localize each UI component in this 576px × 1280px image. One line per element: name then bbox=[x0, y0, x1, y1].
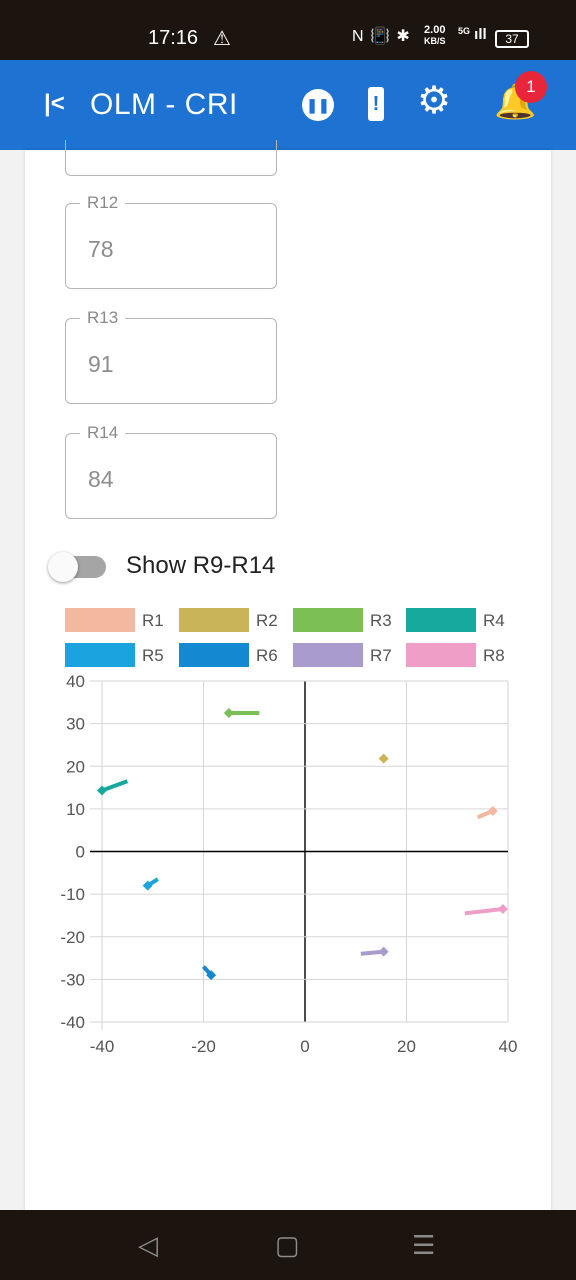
legend-label-r7: R7 bbox=[370, 646, 392, 665]
status-time: 17:16 bbox=[148, 27, 199, 49]
field-r14-value: 84 bbox=[88, 466, 114, 492]
system-nav-bar: ◁ ▢ ☰ bbox=[0, 1210, 576, 1280]
status-icons: N 📳 ✱ bbox=[352, 28, 411, 45]
field-r14-label: R14 bbox=[80, 423, 126, 443]
toggle-knob bbox=[48, 552, 78, 582]
y-tick-label: 30 bbox=[66, 715, 85, 734]
previous-field[interactable] bbox=[65, 140, 277, 176]
x-tick-label: 20 bbox=[397, 1037, 416, 1056]
field-r12[interactable]: R12 78 bbox=[65, 193, 277, 289]
legend-label-r1: R1 bbox=[142, 611, 164, 630]
collapse-back-icon[interactable]: |< bbox=[44, 90, 65, 117]
speed-value: 2.00 bbox=[424, 24, 446, 36]
data-point-r4 bbox=[97, 785, 107, 796]
legend-swatch-r6 bbox=[179, 643, 249, 667]
legend-swatch-r1 bbox=[65, 608, 135, 632]
x-tick-label: -20 bbox=[191, 1037, 216, 1056]
y-tick-label: -10 bbox=[60, 885, 85, 904]
y-tick-label: 10 bbox=[66, 800, 85, 819]
network-type: 5G ıll bbox=[458, 26, 487, 43]
legend-swatch-r2 bbox=[179, 608, 249, 632]
series-line-r4 bbox=[101, 779, 129, 793]
y-tick-label: 0 bbox=[76, 843, 85, 862]
legend-swatch-r4 bbox=[406, 608, 476, 632]
data-point-r2 bbox=[378, 753, 389, 764]
y-tick-label: 40 bbox=[66, 672, 85, 691]
field-r12-label: R12 bbox=[80, 193, 126, 213]
data-point-r7 bbox=[378, 946, 389, 957]
nav-back-button[interactable]: ◁ bbox=[138, 1230, 158, 1260]
legend-swatch-r5 bbox=[65, 643, 135, 667]
battery-alert-icon[interactable]: ! bbox=[368, 87, 384, 121]
network-type-label: 5G bbox=[458, 26, 471, 36]
scatter-chart: R1 R2 R3 R4 R5 R6 R7 R8 -40 -20 0 20 40 40 30 20 10 0 -10 -… bbox=[60, 608, 518, 1056]
network-speed: 2.00 KB/S bbox=[424, 25, 446, 47]
show-r9-r14-toggle[interactable] bbox=[48, 552, 108, 582]
speed-unit: KB/S bbox=[424, 36, 446, 46]
field-r14[interactable]: R14 84 bbox=[65, 423, 277, 519]
app-bar: |< OLM - CRI ❚❚ ! ⚙ 🔔 1 bbox=[0, 60, 576, 150]
legend-swatch-r7 bbox=[293, 643, 363, 667]
data-point-r3 bbox=[223, 707, 234, 718]
pause-icon[interactable]: ❚❚ bbox=[302, 89, 334, 121]
legend-label-r4: R4 bbox=[483, 611, 505, 630]
toggle-label: Show R9-R14 bbox=[126, 552, 276, 579]
legend-swatch-r3 bbox=[293, 608, 363, 632]
legend-label-r3: R3 bbox=[370, 611, 392, 630]
nav-home-button[interactable]: ▢ bbox=[275, 1230, 300, 1260]
data-point-r8 bbox=[497, 904, 508, 915]
legend-label-r5: R5 bbox=[142, 646, 164, 665]
field-r13-value: 91 bbox=[88, 351, 114, 377]
battery-level: 37 bbox=[495, 30, 529, 48]
legend-label-r2: R2 bbox=[256, 611, 278, 630]
content-card: R12 78 R13 91 R14 84 Show R9-R14 R1 R2 R3 R… bbox=[25, 140, 551, 1210]
data-point-r5 bbox=[142, 880, 153, 891]
notification-badge: 1 bbox=[515, 71, 547, 103]
series-line-r8 bbox=[464, 907, 504, 916]
page-title: OLM - CRI bbox=[90, 88, 238, 121]
data-point-r1 bbox=[487, 806, 498, 817]
x-tick-label: 40 bbox=[499, 1037, 518, 1056]
x-tick-label: -40 bbox=[90, 1037, 115, 1056]
y-tick-label: -30 bbox=[60, 970, 85, 989]
x-tick-label: 0 bbox=[300, 1037, 309, 1056]
legend-label-r6: R6 bbox=[256, 646, 278, 665]
warning-icon: ⚠ bbox=[213, 28, 231, 50]
data-point-r6 bbox=[206, 970, 217, 981]
legend-swatch-r8 bbox=[406, 643, 476, 667]
legend-label-r8: R8 bbox=[483, 646, 505, 665]
status-bar: 17:16 ⚠ N 📳 ✱ 2.00 KB/S 5G ıll 37 bbox=[0, 0, 576, 60]
gear-icon[interactable]: ⚙ bbox=[417, 80, 452, 122]
y-tick-label: -20 bbox=[60, 928, 85, 947]
y-tick-label: 20 bbox=[66, 757, 85, 776]
nav-menu-button[interactable]: ☰ bbox=[412, 1230, 436, 1260]
field-r13[interactable]: R13 91 bbox=[65, 308, 277, 404]
y-tick-label: -40 bbox=[60, 1013, 85, 1032]
field-r13-label: R13 bbox=[80, 308, 126, 328]
field-r12-value: 78 bbox=[88, 236, 114, 262]
